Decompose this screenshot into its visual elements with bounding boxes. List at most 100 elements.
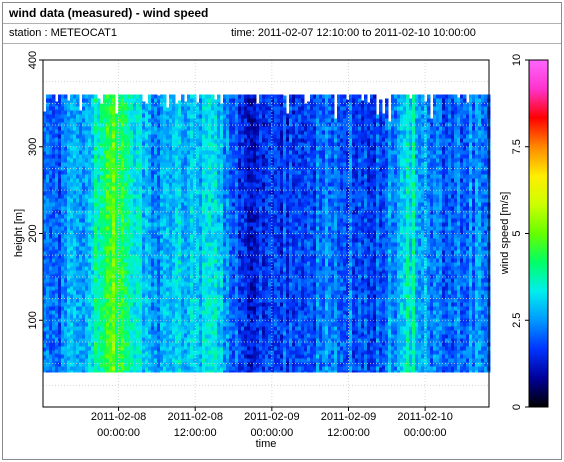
heatmap-cell	[142, 125, 146, 130]
heatmap-cell	[193, 262, 197, 267]
heatmap-cell	[184, 233, 188, 238]
heatmap-cell	[52, 110, 56, 115]
heatmap-cell	[103, 118, 107, 123]
heatmap-cell	[232, 326, 236, 331]
heatmap-cell	[172, 362, 176, 367]
heatmap-cell	[79, 298, 83, 303]
heatmap-cell	[241, 274, 245, 279]
heatmap-cell	[118, 134, 122, 139]
heatmap-cell	[211, 206, 215, 211]
heatmap-cell	[232, 106, 236, 111]
heatmap-cell	[136, 214, 140, 219]
heatmap-cell	[79, 342, 83, 347]
heatmap-cell	[244, 286, 248, 291]
heatmap-cell	[97, 122, 101, 127]
heatmap-cell	[238, 122, 242, 127]
heatmap-cell	[151, 210, 155, 215]
heatmap-cell	[151, 238, 155, 243]
heatmap-cell	[199, 270, 203, 275]
heatmap-cell	[121, 174, 125, 179]
heatmap-cell	[97, 118, 101, 123]
heatmap-cell	[226, 242, 230, 247]
heatmap-cell	[163, 310, 167, 315]
heatmap-cell	[250, 258, 254, 263]
heatmap-cell	[97, 210, 101, 215]
heatmap-cell	[226, 198, 230, 203]
heatmap-cell	[124, 366, 128, 371]
heatmap-cell	[82, 322, 86, 327]
heatmap-cell	[67, 248, 71, 253]
heatmap-cell	[79, 218, 83, 223]
heatmap-cell	[229, 154, 233, 159]
heatmap-cell	[118, 262, 122, 267]
heatmap-cell	[94, 326, 98, 331]
heatmap-cell	[142, 229, 146, 234]
heatmap-cell	[169, 114, 173, 119]
heatmap-cell	[109, 198, 113, 203]
heatmap-cell	[163, 342, 167, 347]
heatmap-cell	[223, 370, 227, 373]
heatmap-cell	[94, 366, 98, 371]
heatmap-cell	[235, 282, 239, 287]
heatmap-cell	[163, 290, 167, 295]
heatmap-cell	[190, 162, 194, 167]
heatmap-cell	[184, 185, 188, 190]
heatmap-cell	[205, 246, 209, 251]
heatmap-cell	[151, 334, 155, 339]
heatmap-cell	[169, 330, 173, 335]
heatmap-cell	[232, 222, 236, 227]
heatmap-cell	[163, 122, 167, 127]
heatmap-cell	[199, 114, 203, 119]
heatmap-cell	[172, 130, 176, 135]
heatmap-cell	[217, 230, 221, 235]
heatmap-cell	[130, 294, 134, 299]
heatmap-cell	[163, 282, 167, 287]
heatmap-cell	[211, 334, 215, 339]
heatmap-cell	[235, 330, 239, 335]
heatmap-cell	[106, 170, 110, 175]
heatmap-cell	[64, 358, 68, 363]
heatmap-cell	[160, 110, 164, 115]
heatmap-cell	[190, 194, 194, 199]
heatmap-cell	[220, 371, 224, 373]
heatmap-cell	[88, 98, 92, 103]
heatmap-cell	[208, 174, 212, 179]
heatmap-cell	[247, 154, 251, 159]
heatmap-cell	[196, 162, 200, 167]
heatmap-cell	[166, 175, 170, 180]
heatmap-cell	[136, 362, 140, 367]
heatmap-cell	[199, 366, 203, 371]
heatmap-cell	[214, 311, 218, 316]
heatmap-cell	[118, 230, 122, 235]
heatmap-cell	[238, 338, 242, 343]
heatmap-cell	[250, 110, 254, 115]
heatmap-cell	[76, 306, 80, 311]
heatmap-cell	[46, 174, 50, 179]
heatmap-cell	[163, 206, 167, 211]
heatmap-cell	[118, 318, 122, 323]
heatmap-cell	[70, 190, 74, 195]
heatmap-cell	[193, 322, 197, 327]
heatmap-cell	[58, 362, 62, 367]
heatmap-cell	[247, 262, 251, 267]
heatmap-cell	[166, 207, 170, 212]
heatmap-cell	[250, 314, 254, 319]
heatmap-cell	[172, 282, 176, 287]
heatmap-cell	[61, 170, 65, 175]
heatmap-cell	[115, 301, 119, 306]
heatmap-cell	[175, 163, 179, 168]
heatmap-cell	[115, 353, 119, 358]
heatmap-cell	[217, 102, 221, 107]
heatmap-cell	[94, 154, 98, 159]
heatmap-cell	[202, 246, 206, 251]
heatmap-cell	[175, 139, 179, 144]
heatmap-cell	[247, 294, 251, 299]
heatmap-cell	[160, 150, 164, 155]
heatmap-cell	[55, 109, 59, 114]
heatmap-cell	[133, 166, 137, 171]
heatmap-cell	[208, 142, 212, 147]
heatmap-cell	[205, 358, 209, 363]
heatmap-cell	[103, 338, 107, 343]
heatmap-cell	[127, 354, 131, 359]
heatmap-cell	[130, 174, 134, 179]
